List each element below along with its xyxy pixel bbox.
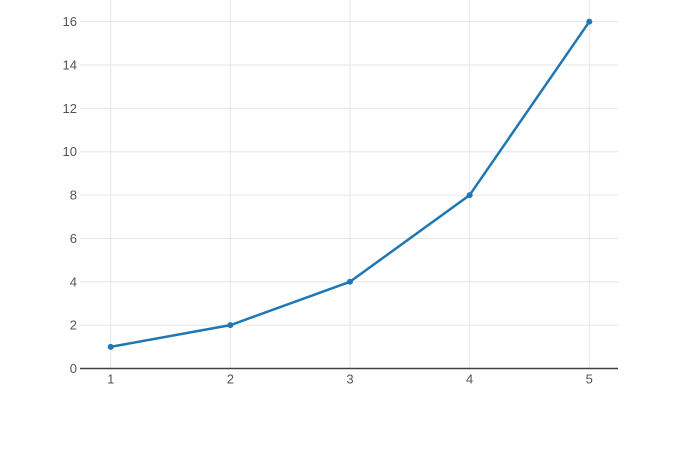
y-tick-label: 12 (63, 101, 77, 116)
y-tick-label: 4 (70, 274, 77, 289)
y-tick-label: 10 (63, 144, 77, 159)
x-tick-label: 4 (466, 372, 473, 387)
data-point[interactable] (107, 343, 114, 350)
y-tick-label: 14 (63, 58, 77, 73)
data-point[interactable] (466, 192, 473, 199)
data-point[interactable] (346, 278, 353, 285)
x-tick-label: 5 (586, 372, 593, 387)
data-point[interactable] (586, 18, 593, 25)
x-tick-label: 3 (346, 372, 353, 387)
y-tick-label: 2 (70, 318, 77, 333)
x-tick-label: 2 (227, 372, 234, 387)
y-tick-label: 0 (70, 361, 77, 376)
y-tick-label: 6 (70, 231, 77, 246)
y-tick-label: 8 (70, 188, 77, 203)
data-point[interactable] (227, 322, 234, 329)
y-tick-label: 16 (63, 14, 77, 29)
x-tick-label: 1 (107, 372, 114, 387)
